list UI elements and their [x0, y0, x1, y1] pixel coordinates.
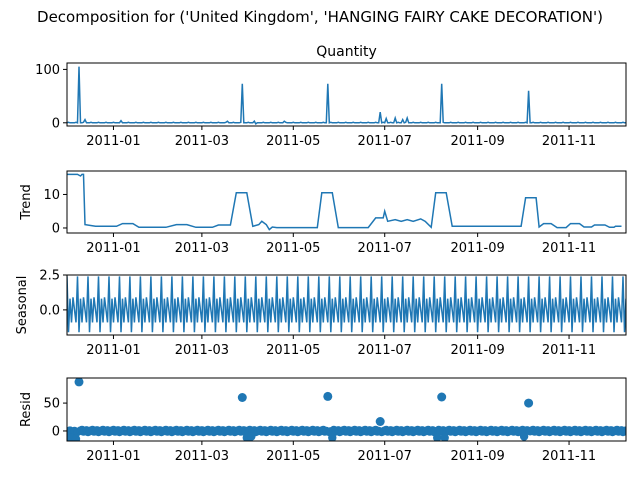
trend-series-line: [67, 173, 622, 231]
resid-xtick-label: 2011-01: [86, 449, 140, 464]
seasonal-xtick-label: 2011-01: [86, 343, 140, 358]
panel-seasonal: 0.0 2.5 2011-01 2011-03 2011-05 2011-07 2011-0…: [15, 269, 627, 358]
trend-ytick-label: 10: [43, 188, 60, 203]
seasonal-plot-area: [67, 276, 626, 333]
seasonal-series-line: [67, 276, 626, 333]
trend-plot-area: [67, 173, 622, 231]
resid-point: [247, 432, 256, 441]
resid-ytick-label: 50: [43, 397, 60, 412]
seasonal-xtick-label: 2011-07: [358, 343, 412, 358]
trend-ytick-label: 0: [52, 221, 60, 236]
trend-xtick-label: 2011-11: [542, 241, 596, 256]
seasonal-ylabel: Seasonal: [15, 276, 30, 335]
observed-xtick-label: 2011-05: [266, 134, 320, 149]
trend-xtick-label: 2011-01: [86, 241, 140, 256]
observed-xtick-label: 2011-11: [542, 134, 596, 149]
resid-ylabel: Resid: [19, 392, 34, 427]
resid-outlier-point: [524, 398, 534, 408]
resid-outlier-point: [375, 417, 385, 426]
observed-plot-area: [67, 66, 626, 126]
resid-xtick-label: 2011-05: [266, 449, 320, 464]
panel-trend: 0 10 2011-01 2011-03 2011-05 2011-07 2011-09 20…: [19, 170, 627, 256]
resid-outlier-point: [323, 391, 333, 401]
resid-outlier-point: [437, 392, 447, 402]
resid-point: [621, 426, 626, 435]
seasonal-xtick-label: 2011-09: [450, 343, 504, 358]
panel-resid: 0 50 2011-01 2011-03 2011-05 2011-07 2011-09 20…: [19, 377, 627, 464]
resid-point: [328, 433, 337, 441]
resid-point: [433, 433, 442, 441]
resid-point: [440, 433, 449, 441]
resid-point: [519, 432, 529, 441]
observed-xtick-label: 2011-09: [450, 134, 504, 149]
trend-xtick-label: 2011-05: [266, 241, 320, 256]
panel-observed: 0 100 2011-01 2011-03 2011-05 2011-07 2011-09 2…: [35, 44, 627, 149]
resid-axes-frame: [66, 377, 627, 442]
observed-ytick-label: 0: [52, 116, 60, 131]
seasonal-axes-frame: [66, 274, 627, 336]
observed-panel-title: Quantity: [316, 44, 377, 60]
trend-xtick-label: 2011-09: [450, 241, 504, 256]
resid-xtick-label: 2011-09: [450, 449, 504, 464]
trend-axes-frame: [66, 170, 627, 234]
seasonal-xtick-label: 2011-11: [542, 343, 596, 358]
seasonal-ytick-label: 2.5: [39, 269, 60, 284]
trend-xtick-label: 2011-07: [358, 241, 412, 256]
observed-xtick-label: 2011-01: [86, 134, 140, 149]
resid-xtick-label: 2011-11: [542, 449, 596, 464]
seasonal-ytick-label: 0.0: [39, 303, 60, 318]
resid-point: [71, 434, 81, 441]
observed-series-line: [67, 66, 626, 126]
resid-xtick-label: 2011-03: [175, 449, 229, 464]
resid-outlier-point: [237, 393, 247, 402]
observed-xtick-label: 2011-07: [358, 134, 412, 149]
resid-ytick-label: 0: [52, 424, 60, 439]
observed-xtick-label: 2011-03: [175, 134, 229, 149]
seasonal-xtick-label: 2011-03: [175, 343, 229, 358]
trend-ylabel: Trend: [19, 184, 34, 221]
resid-xtick-label: 2011-07: [358, 449, 412, 464]
trend-xtick-label: 2011-03: [175, 241, 229, 256]
figure-suptitle: Decomposition for ('United Kingdom', 'HA…: [37, 8, 603, 26]
observed-ytick-label: 100: [35, 63, 60, 78]
resid-plot-area: [67, 378, 626, 441]
resid-outlier-point: [74, 378, 84, 387]
observed-axes-frame: [66, 62, 627, 127]
seasonal-xtick-label: 2011-05: [266, 343, 320, 358]
